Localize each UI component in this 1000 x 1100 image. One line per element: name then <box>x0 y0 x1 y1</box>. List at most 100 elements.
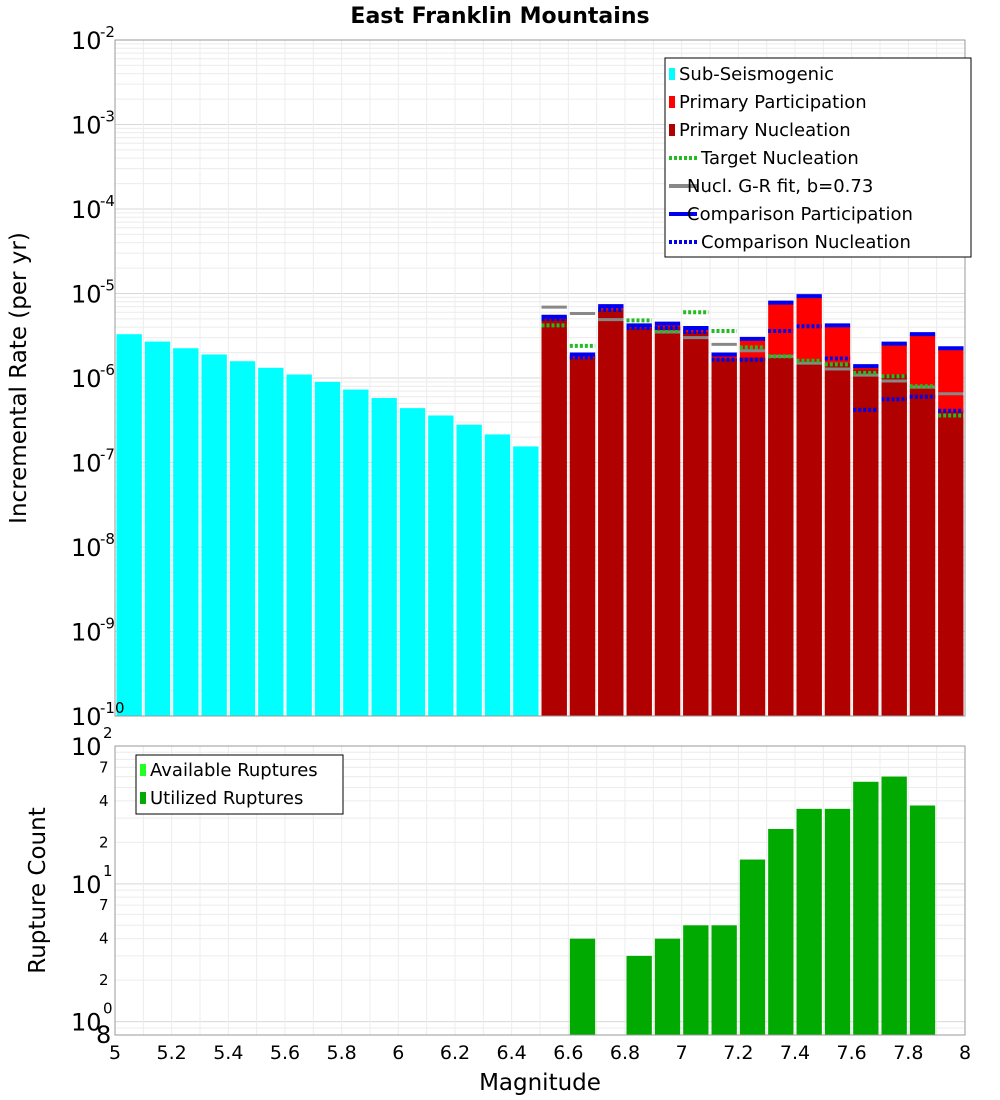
y-tick-label-base: 10 <box>71 1009 102 1037</box>
y-minor-tick-label: 4 <box>99 930 109 948</box>
sub-seismogenic-bar <box>484 434 511 716</box>
legend-swatch <box>669 68 675 80</box>
y-tick-label-exponent: 1 <box>103 862 113 880</box>
legend-swatch <box>669 124 675 136</box>
legend-box <box>135 754 344 815</box>
legend-item-4: Nucl. G-R fit, b=0.73 <box>669 176 873 197</box>
utilized-ruptures-bar <box>683 925 709 1035</box>
legend-item-2: Primary Nucleation <box>669 120 851 141</box>
comparison-participation-marks <box>541 294 964 369</box>
primary-nucleation-bar <box>796 360 822 716</box>
utilized-ruptures-bar <box>739 859 766 1035</box>
legend-item-5: Comparison Participation <box>669 204 913 225</box>
sub-seismogenic-bar <box>116 334 142 716</box>
primary-nucleation-bar <box>881 374 907 716</box>
y-tick-label-base: 10 <box>71 365 102 393</box>
utilized-ruptures-bar <box>626 955 652 1035</box>
y-tick-label-base: 10 <box>71 703 102 731</box>
y-minor-tick-label: 2 <box>99 971 109 989</box>
utilized-ruptures-bar <box>824 808 851 1035</box>
sub-seismogenic-bar <box>343 389 369 716</box>
y-tick-label-exponent: -5 <box>100 277 115 295</box>
y-tick-label-exponent: -3 <box>100 108 115 126</box>
x-tick-label: 7.8 <box>893 1042 923 1064</box>
primary-nucleation-bars <box>541 309 964 716</box>
y-tick-label-exponent: 2 <box>103 724 113 742</box>
x-tick-label: 6.4 <box>497 1042 527 1064</box>
sub-seismogenic-bar <box>371 397 397 716</box>
utilized-ruptures-bar <box>853 781 879 1035</box>
sub-seismogenic-bar <box>456 424 482 716</box>
primary-nucleation-bar <box>683 332 709 716</box>
y-tick-label-exponent: -4 <box>100 192 115 210</box>
y-minor-tick-label: 2 <box>99 833 109 851</box>
x-tick-label: 7.4 <box>780 1042 810 1064</box>
x-axis-label: Magnitude <box>479 1070 601 1096</box>
comparison-nucleation-marks <box>541 307 964 413</box>
legend-swatch <box>140 764 146 776</box>
y-minor-tick-label: 7 <box>99 758 109 776</box>
x-tick-label: 7.2 <box>723 1042 753 1064</box>
sub-seismogenic-bar <box>229 361 256 716</box>
sub-seismogenic-bar <box>173 348 199 716</box>
primary-nucleation-bar <box>598 309 624 716</box>
y-tick-label-base: 10 <box>71 733 102 761</box>
y-minor-tick-label: 8 <box>96 1021 111 1049</box>
legend-label: Comparison Nucleation <box>701 232 911 253</box>
legend-top: Sub-Seismogenic Primary Participation Prim… <box>664 57 972 258</box>
x-tick-label: 6.8 <box>610 1042 640 1064</box>
y-tick-label-base: 10 <box>71 112 102 140</box>
primary-nucleation-bar <box>853 369 879 716</box>
y-axis-label-bottom: Rupture Count <box>25 807 51 973</box>
legend-bottom: Available Ruptures Utilized Ruptures <box>135 754 344 815</box>
y-tick-label-base: 10 <box>71 619 102 647</box>
y-tick-label-base: 10 <box>71 27 102 55</box>
utilized-ruptures-bar <box>909 805 936 1035</box>
legend-swatch <box>140 792 146 804</box>
legend-item-3: Target Nucleation <box>669 148 859 169</box>
sub-seismogenic-bar <box>144 341 171 716</box>
sub-seismogenic-bars <box>116 334 539 716</box>
utilized-ruptures-bar <box>881 776 907 1035</box>
primary-nucleation-bar <box>711 358 737 716</box>
legend-swatch <box>669 96 675 108</box>
legend-label: Available Ruptures <box>150 760 318 781</box>
sub-seismogenic-bar <box>314 381 341 716</box>
legend-label: Comparison Participation <box>687 204 913 225</box>
x-tick-label: 5.2 <box>157 1042 187 1064</box>
legend-label: Sub-Seismogenic <box>679 64 834 85</box>
utilized-ruptures-bar <box>768 828 794 1035</box>
legend-item-1: Primary Participation <box>669 92 867 113</box>
utilized-ruptures-bar <box>654 938 681 1035</box>
legend-box <box>664 57 972 258</box>
y-tick-label-exponent: -10 <box>100 699 125 717</box>
legend-item-0: Sub-Seismogenic <box>669 64 834 85</box>
primary-nucleation-bar <box>909 388 936 716</box>
legend-label: Primary Nucleation <box>679 120 851 141</box>
primary-nucleation-bar <box>739 357 766 716</box>
y-minor-tick-label: 7 <box>99 896 109 914</box>
x-tick-label: 8 <box>959 1042 971 1064</box>
bottom-plot-frame <box>114 745 966 1036</box>
y-minor-tick-label: 4 <box>99 792 109 810</box>
utilized-ruptures-bar <box>796 808 822 1035</box>
utilized-ruptures-bar <box>711 925 737 1035</box>
primary-nucleation-bar <box>938 411 964 716</box>
y-tick-label-exponent: -6 <box>100 361 115 379</box>
primary-nucleation-bar <box>569 357 596 716</box>
utilized-ruptures-bar <box>569 938 596 1035</box>
x-tick-label: 5.4 <box>213 1042 243 1064</box>
sub-seismogenic-bar <box>399 408 426 716</box>
sub-seismogenic-bar <box>201 354 227 716</box>
y-tick-label-base: 10 <box>71 871 102 899</box>
top-plot-frame <box>114 39 966 717</box>
sub-seismogenic-bar <box>286 374 312 716</box>
y-tick-label-base: 10 <box>71 281 102 309</box>
utilized-ruptures-bars <box>569 776 936 1035</box>
target-nucleation-marks <box>541 307 964 418</box>
y-tick-label-exponent: -2 <box>100 23 115 41</box>
x-tick-label: 7.6 <box>837 1042 867 1064</box>
legend-label: Utilized Ruptures <box>150 788 303 809</box>
sub-seismogenic-bar <box>513 446 539 716</box>
y-axis-label-top: Incremental Rate (per yr) <box>6 232 32 524</box>
